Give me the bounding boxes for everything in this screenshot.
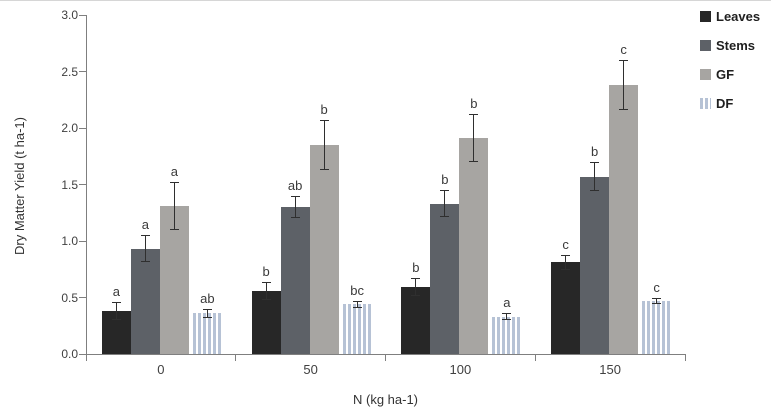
bar-leaves-150 [551, 262, 581, 354]
x-tick-4 [684, 355, 686, 361]
bar-gf-150 [609, 85, 639, 354]
error-bar-stems-50 [290, 195, 300, 219]
x-category-label-0: 0 [157, 362, 165, 377]
error-bar-gf-100 [469, 114, 479, 162]
x-tick-1 [235, 355, 237, 361]
sig-letter-stems-150: b [591, 143, 599, 159]
legend: Leaves Stems GF DF [700, 9, 760, 125]
legend-swatch-gf [700, 68, 711, 80]
legend-item-stems: Stems [700, 37, 760, 53]
y-tick-1.0 [79, 240, 86, 242]
error-bar-stems-0 [140, 235, 150, 263]
bar-leaves-100 [401, 287, 431, 354]
bar-gf-50 [309, 144, 339, 354]
sig-letter-leaves-150: c [562, 236, 569, 252]
y-tick-label-0.0: 0.0 [61, 347, 78, 361]
y-tick-1.5 [79, 184, 86, 185]
y-tick-2.5 [79, 71, 86, 72]
x-tick-0 [85, 355, 87, 361]
x-tick-2 [385, 355, 386, 361]
legend-swatch-leaves [700, 10, 711, 22]
sig-letter-leaves-0: a [112, 284, 120, 300]
bar-stems-100 [430, 203, 460, 354]
sig-letter-df-0: ab [200, 290, 215, 306]
bar-group-50: b ab b bc [237, 15, 387, 354]
y-tick-0.0 [79, 353, 86, 355]
error-bar-stems-150 [590, 161, 600, 192]
legend-item-gf: GF [700, 66, 760, 82]
y-tick-label-3.0: 3.0 [61, 8, 78, 22]
sig-letter-gf-100: b [470, 96, 478, 112]
y-tick-0.5 [79, 297, 86, 298]
sig-letter-leaves-100: b [412, 260, 420, 276]
x-category-label-150: 150 [599, 362, 621, 377]
bar-leaves-50 [251, 290, 281, 354]
bar-group-0: a a a ab [87, 15, 237, 354]
y-tick-2.0 [79, 127, 86, 129]
error-bar-df-0 [202, 308, 212, 318]
legend-swatch-stems [700, 39, 711, 51]
legend-item-df: DF [700, 95, 760, 111]
x-category-label-100: 100 [449, 362, 472, 377]
x-category-label-50: 50 [303, 362, 318, 377]
sig-letter-stems-50: ab [287, 177, 303, 193]
y-tick-label-2.5: 2.5 [61, 64, 78, 79]
bar-df-50 [342, 304, 372, 354]
legend-label-stems: Stems [716, 37, 756, 53]
bar-df-0 [192, 313, 222, 354]
error-bar-df-100 [502, 313, 512, 321]
legend-label-leaves: Leaves [716, 8, 761, 24]
y-axis-title: Dry Matter Yield (t ha-1) [12, 117, 27, 255]
bar-df-150 [642, 300, 672, 354]
plot-area: a a a ab b ab b bc b b b a c b c c [86, 15, 686, 355]
error-bar-leaves-150 [561, 254, 571, 271]
sig-letter-stems-100: b [441, 172, 449, 188]
bar-stems-50 [280, 207, 310, 354]
error-bar-df-50 [352, 300, 362, 308]
legend-swatch-df [700, 97, 711, 109]
sig-letter-gf-0: a [170, 164, 178, 180]
y-tick-label-1.0: 1.0 [61, 234, 78, 248]
y-tick-3.0 [79, 14, 86, 16]
legend-item-leaves: Leaves [700, 8, 761, 24]
legend-label-gf: GF [716, 66, 735, 82]
bar-gf-0 [159, 205, 189, 354]
sig-letter-gf-50: b [320, 102, 328, 118]
error-bar-df-150 [652, 297, 662, 305]
x-axis-title: N (kg ha-1) [352, 392, 419, 407]
sig-letter-df-100: a [503, 295, 511, 311]
x-tick-3 [534, 355, 536, 361]
error-bar-leaves-0 [111, 302, 121, 321]
bar-df-100 [492, 316, 522, 354]
sig-letter-gf-150: c [620, 42, 627, 58]
error-bar-gf-0 [169, 182, 179, 230]
error-bar-leaves-50 [261, 281, 271, 300]
y-tick-label-1.5: 1.5 [61, 177, 78, 192]
bar-stems-0 [130, 248, 160, 354]
error-bar-stems-100 [440, 190, 450, 218]
bar-gf-100 [459, 138, 489, 354]
y-tick-label-0.5: 0.5 [61, 290, 78, 305]
bar-stems-150 [580, 176, 610, 354]
error-bar-gf-50 [319, 120, 329, 170]
sig-letter-leaves-50: b [262, 263, 270, 279]
bar-group-150: c b c c [536, 15, 686, 354]
y-tick-label-2.0: 2.0 [61, 121, 78, 135]
error-bar-leaves-100 [411, 278, 421, 297]
legend-label-df: DF [716, 95, 734, 111]
sig-letter-df-50: bc [350, 282, 364, 298]
sig-letter-stems-0: a [141, 217, 149, 233]
error-bar-gf-150 [619, 60, 629, 110]
sig-letter-df-150: c [653, 279, 660, 295]
bar-group-100: b b b a [387, 15, 537, 354]
